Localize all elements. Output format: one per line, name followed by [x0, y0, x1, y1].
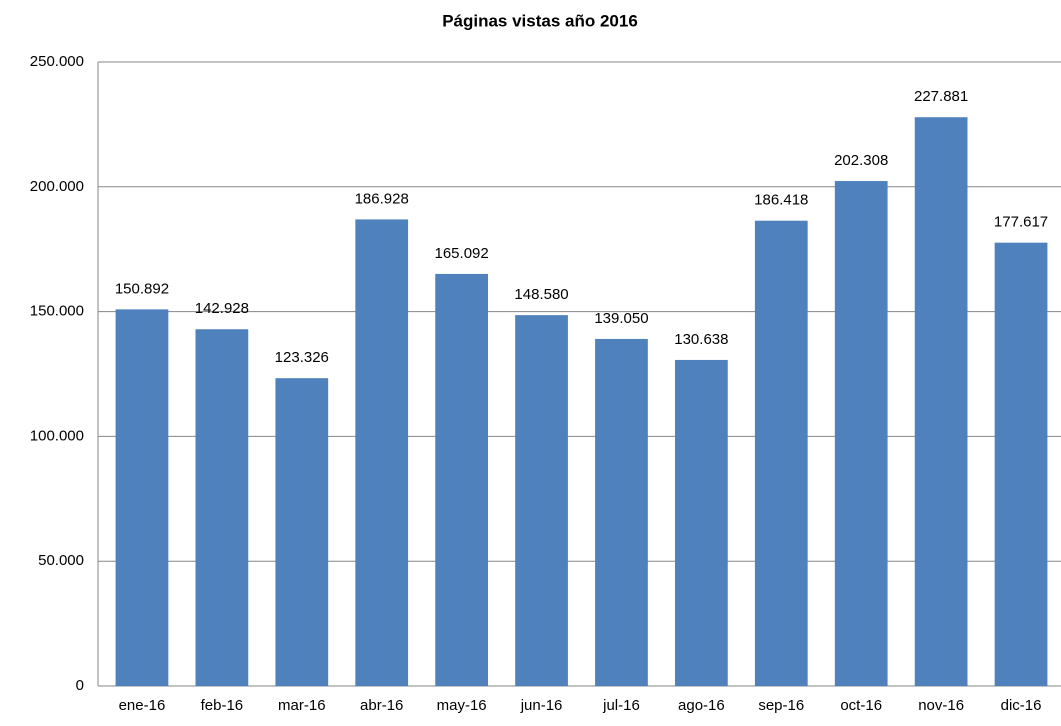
data-label: 130.638 [674, 331, 728, 348]
data-label: 123.326 [275, 349, 329, 366]
x-tick-label: ene-16 [119, 697, 166, 714]
data-label: 186.928 [355, 190, 409, 207]
x-tick-label: feb-16 [201, 697, 244, 714]
bar [275, 378, 329, 686]
data-label: 150.892 [115, 280, 169, 297]
x-tick-label: jul-16 [602, 697, 640, 714]
y-tick-label: 150.000 [30, 303, 84, 320]
y-tick-label: 100.000 [30, 427, 84, 444]
bar [595, 338, 648, 686]
x-tick-label: dic-16 [1001, 697, 1042, 714]
data-label: 177.617 [994, 214, 1048, 231]
y-tick-label: 50.000 [38, 552, 84, 569]
data-label: 202.308 [834, 152, 888, 169]
bar [914, 117, 968, 686]
data-label: 165.092 [435, 245, 489, 262]
bar [994, 242, 1048, 686]
data-label: 139.050 [594, 310, 648, 327]
y-tick-label: 250.000 [30, 53, 84, 70]
data-label: 142.928 [195, 300, 249, 317]
x-tick-label: sep-16 [758, 697, 804, 714]
bar [355, 219, 409, 686]
bar [515, 315, 568, 686]
x-tick-label: jun-16 [520, 697, 563, 714]
data-label: 227.881 [914, 88, 968, 105]
bar [435, 273, 488, 686]
y-tick-label: 0 [76, 677, 84, 694]
data-label: 148.580 [514, 286, 568, 303]
bar [834, 181, 888, 686]
x-tick-label: abr-16 [360, 697, 403, 714]
x-tick-label: oct-16 [840, 697, 882, 714]
x-tick-label: nov-16 [918, 697, 964, 714]
x-tick-label: may-16 [437, 697, 487, 714]
chart-title: Páginas vistas año 2016 [442, 11, 638, 30]
x-tick-label: ago-16 [678, 697, 725, 714]
data-label: 186.418 [754, 192, 808, 209]
bar [195, 329, 249, 686]
bar [754, 220, 808, 686]
x-tick-label: mar-16 [278, 697, 326, 714]
y-tick-label: 200.000 [30, 178, 84, 195]
bar [115, 309, 169, 686]
bar [675, 359, 728, 686]
